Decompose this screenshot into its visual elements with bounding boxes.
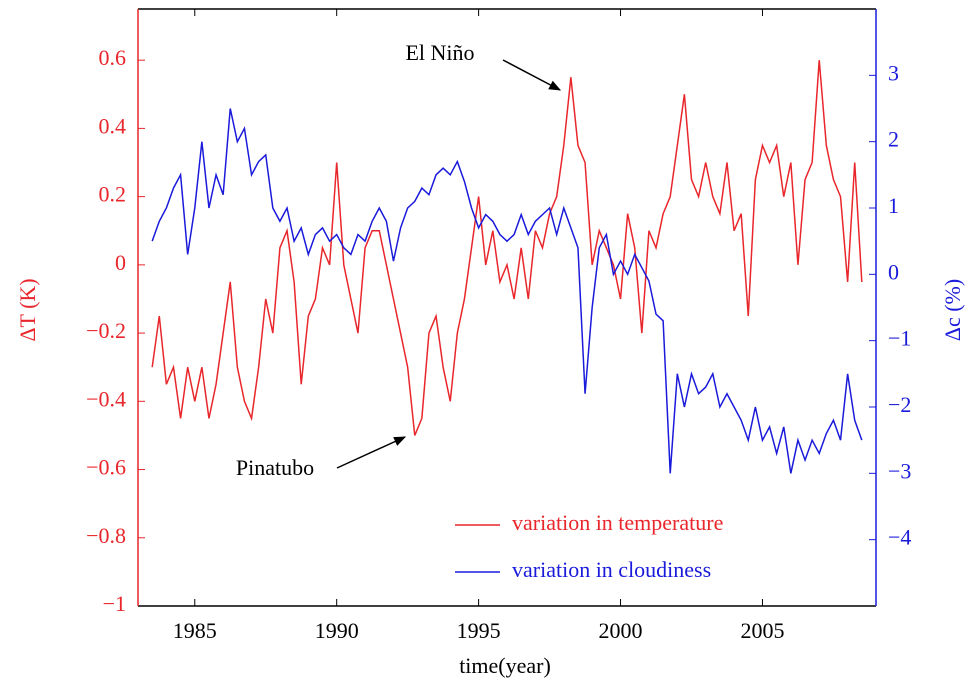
y-tick-label: −0.4 bbox=[86, 386, 126, 411]
x-tick-label: 1990 bbox=[315, 618, 359, 643]
x-tick-label: 1995 bbox=[457, 618, 501, 643]
y-tick-label: −0.6 bbox=[86, 455, 126, 480]
y2-axis-label: Δc (%) bbox=[940, 279, 965, 341]
y-tick-label: 0.4 bbox=[99, 113, 127, 138]
y2-tick-label: 0 bbox=[888, 259, 899, 284]
annotation: Pinatubo bbox=[236, 455, 314, 480]
y-tick-label: 0.2 bbox=[99, 182, 127, 207]
y-tick-label: 0.6 bbox=[99, 45, 127, 70]
x-axis-label: time(year) bbox=[459, 653, 551, 678]
y2-tick-label: −1 bbox=[888, 326, 911, 351]
data-line bbox=[151, 108, 863, 474]
annotation-arrow bbox=[502, 59, 562, 91]
y2-tick-label: 2 bbox=[888, 127, 899, 152]
annotation-arrow bbox=[336, 436, 407, 469]
y2-tick-label: 3 bbox=[888, 60, 899, 85]
y-tick-label: −1 bbox=[103, 591, 126, 616]
y2-tick-label: −2 bbox=[888, 392, 911, 417]
legend-label: variation in temperature bbox=[512, 510, 723, 535]
y-axis-label: ΔT (K) bbox=[15, 278, 40, 341]
annotation: El Niño bbox=[405, 40, 474, 65]
y-tick-label: −0.8 bbox=[86, 523, 126, 548]
y-tick-label: −0.2 bbox=[86, 318, 126, 343]
y-tick-label: 0 bbox=[115, 250, 126, 275]
y2-tick-label: −3 bbox=[888, 458, 911, 483]
legend-label: variation in cloudiness bbox=[512, 557, 711, 582]
y2-tick-label: −4 bbox=[888, 525, 911, 550]
y2-tick-label: 1 bbox=[888, 193, 899, 218]
x-tick-label: 2000 bbox=[599, 618, 643, 643]
data-line bbox=[151, 60, 863, 436]
x-tick-label: 2005 bbox=[740, 618, 784, 643]
x-tick-label: 1985 bbox=[173, 618, 217, 643]
